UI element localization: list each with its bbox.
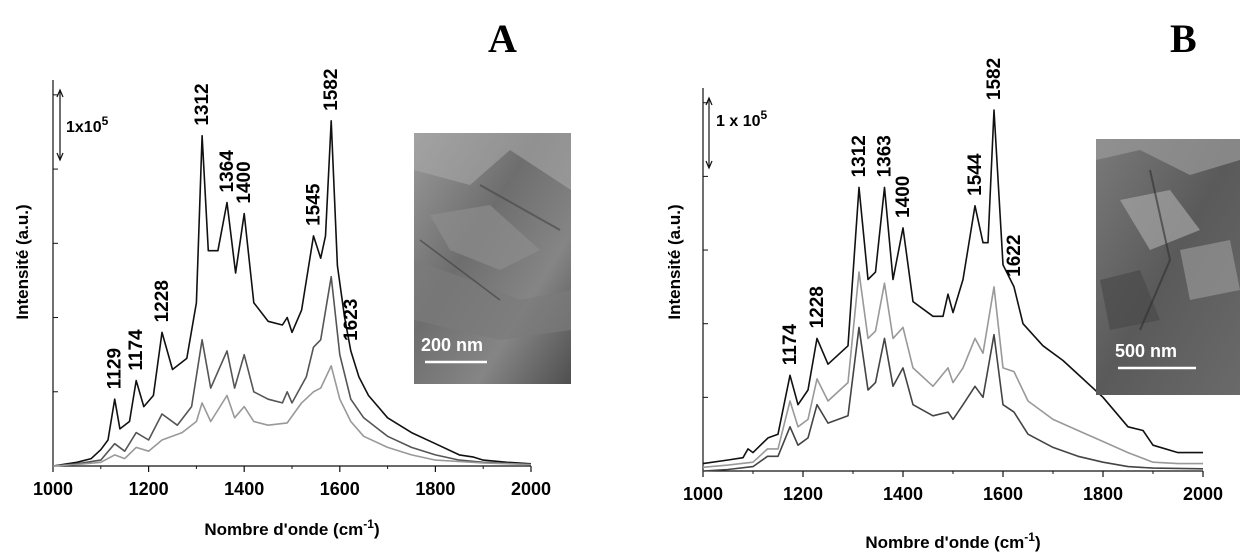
spectrum-line-b-2 xyxy=(702,271,1203,469)
afm-inset-a: 200 nm xyxy=(414,133,571,384)
peak-label-a: 1129 xyxy=(105,348,126,389)
panel-a: A 1000 1200 1400 1600 1800 2000 Nombre d'onde … xyxy=(13,16,571,539)
spectrum-line-b-3 xyxy=(702,326,1204,472)
peak-label-a: 1545 xyxy=(304,183,325,226)
scale-bar-label-a: 1x105 xyxy=(66,114,109,136)
x-tick-label-b: 1200 xyxy=(783,484,823,504)
scale-arrow-down-a xyxy=(56,152,64,162)
panel-b: B 1000 1200 1400 1600 1800 2000 Nombre d'onde … xyxy=(665,16,1240,552)
peak-label-a: 1582 xyxy=(321,69,342,111)
afm-inset-b: 500 nm xyxy=(1096,139,1240,395)
x-tick-label-b: 1000 xyxy=(683,484,723,504)
x-axis-title-b: Nombre d'onde (cm-1) xyxy=(865,530,1040,552)
inset-scale-label-b: 500 nm xyxy=(1115,341,1177,361)
peak-label-b: 1174 xyxy=(780,324,801,366)
x-axis-title-a: Nombre d'onde (cm-1) xyxy=(204,517,379,539)
y-axis-title-b: Intensité (a.u.) xyxy=(665,204,684,319)
panel-letter-b: B xyxy=(1170,16,1197,61)
peak-label-b: 1622 xyxy=(1004,235,1025,277)
panel-letter-a: A xyxy=(488,16,517,61)
x-tick-label-a: 1200 xyxy=(129,479,169,499)
peak-label-a: 1364 xyxy=(217,150,238,193)
spectrum-line-a-1 xyxy=(52,120,532,467)
scale-bar-label-b: 1 x 105 xyxy=(716,108,767,130)
peak-label-a: 1623 xyxy=(341,299,362,341)
x-tick-label-a: 1400 xyxy=(224,479,264,499)
scale-arrow-up-b xyxy=(705,96,713,106)
plot-area-a: 1000 1200 1400 1600 1800 2000 Nombre d'onde (c… xyxy=(13,69,551,539)
peak-label-a: 1228 xyxy=(152,280,173,322)
peak-label-b: 1582 xyxy=(984,58,1005,100)
peak-label-a: 1312 xyxy=(192,83,213,125)
peak-label-b: 1228 xyxy=(807,286,828,328)
peak-label-b: 1363 xyxy=(875,135,896,177)
peak-label-a: 1400 xyxy=(234,161,255,203)
scale-arrow-up-a xyxy=(56,88,64,98)
x-tick-label-a: 1600 xyxy=(320,479,360,499)
inset-scale-label-a: 200 nm xyxy=(421,335,483,355)
x-tick-label-a: 1800 xyxy=(415,479,455,499)
peak-label-b: 1400 xyxy=(893,176,914,218)
x-tick-label-b: 1400 xyxy=(883,484,923,504)
spectrum-line-a-2 xyxy=(52,275,532,467)
peak-label-a: 1174 xyxy=(126,329,147,371)
spectrum-line-a-3 xyxy=(52,365,532,467)
x-tick-label-b: 1600 xyxy=(983,484,1023,504)
peak-label-b: 1544 xyxy=(965,153,986,196)
spectrum-line-b-1 xyxy=(702,109,1203,465)
x-tick-label-a: 1000 xyxy=(33,479,73,499)
x-tick-label-a: 2000 xyxy=(511,479,551,499)
x-tick-label-b: 1800 xyxy=(1083,484,1123,504)
plot-area-b: 1000 1200 1400 1600 1800 2000 Nombre d'onde (c… xyxy=(665,58,1223,552)
y-axis-title-a: Intensité (a.u.) xyxy=(13,204,32,319)
x-tick-label-b: 2000 xyxy=(1183,484,1223,504)
peak-label-b: 1312 xyxy=(849,135,870,177)
scale-arrow-down-b xyxy=(705,160,713,170)
